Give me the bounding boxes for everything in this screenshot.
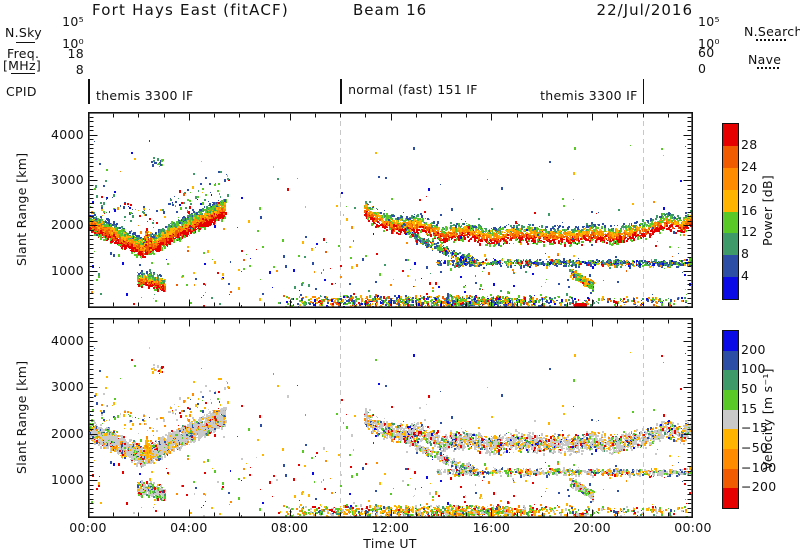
power-colorbar-segment-0 xyxy=(723,124,738,146)
velocity-colorbar-segment-8 xyxy=(723,488,738,509)
beam-label: Beam 16 xyxy=(353,1,428,19)
power-colorbar-label: Power [dB] xyxy=(760,174,775,247)
cpid-boundary-bar-1 xyxy=(340,79,342,104)
power-cbar-tick-16: 16 xyxy=(741,202,758,218)
power-colorbar-segment-2 xyxy=(723,167,738,190)
velocity-colorbar-segment-7 xyxy=(723,468,738,489)
power-colorbar-segment-4 xyxy=(723,211,738,234)
power-cbar-tick-4: 4 xyxy=(741,268,750,284)
freq-right-tick-bottom: 0 xyxy=(698,61,707,76)
velocity-panel-canvas xyxy=(88,318,693,518)
time-tick-0: 00:00 xyxy=(69,520,107,535)
cpid-segment-0: themis 3300 IF xyxy=(96,88,194,103)
power-colorbar-segment-7 xyxy=(723,277,738,299)
time-tick-1: 04:00 xyxy=(170,520,208,535)
velocity-colorbar-segment-2 xyxy=(723,370,738,391)
velocity-cbar-tick-5: −50 xyxy=(741,440,769,455)
velocity-cbar-tick-2: 50 xyxy=(741,381,758,396)
power-range-tick-2000: 2000 xyxy=(50,217,84,233)
time-tick-2: 08:00 xyxy=(270,520,309,535)
nave-label: Nave xyxy=(748,52,782,67)
velocity-colorbar-segment-1 xyxy=(723,350,738,371)
freq-solid-line-key xyxy=(11,73,35,74)
velocity-colorbar-segment-0 xyxy=(723,331,738,351)
power-range-tick-4000: 4000 xyxy=(50,126,84,142)
cpid-label: CPID xyxy=(6,84,37,99)
power-cbar-tick-8: 8 xyxy=(741,246,750,262)
velocity-cbar-tick-4: −15 xyxy=(741,420,769,436)
power-colorbar-segment-1 xyxy=(723,145,738,168)
power-colorbar-segment-3 xyxy=(723,189,738,212)
velocity-cbar-tick-3: 15 xyxy=(741,400,758,416)
time-tick-6: 00:00 xyxy=(674,520,712,535)
power-range-tick-3000: 3000 xyxy=(50,172,84,188)
velocity-range-axis-label: Slant Range [km] xyxy=(14,360,29,475)
freq-tick-top: 18 xyxy=(67,46,84,61)
power-cbar-tick-24: 24 xyxy=(741,158,758,174)
power-range-axis-label: Slant Range [km] xyxy=(14,152,29,267)
velocity-colorbar xyxy=(722,330,739,509)
velocity-cbar-tick-7: −200 xyxy=(741,479,777,495)
freq-tick-bottom: 8 xyxy=(75,62,84,77)
power-colorbar-segment-6 xyxy=(723,255,738,278)
time-axis-title: Time UT xyxy=(363,536,417,551)
cpid-boundary-bar-0 xyxy=(88,79,90,104)
cpid-segment-2: themis 3300 IF xyxy=(540,88,638,103)
page-title: Fort Hays East (fitACF) xyxy=(92,1,289,19)
power-panel-canvas xyxy=(88,112,693,308)
velocity-cbar-tick-1: 100 xyxy=(741,361,766,377)
nsky-right-tick-top: 10⁵ xyxy=(698,14,720,29)
vel-range-tick-3000: 3000 xyxy=(50,379,84,395)
nsearch-label: N.Search xyxy=(744,24,800,39)
nsky-right-tick-bottom: 10⁰ xyxy=(698,36,720,51)
nsearch-dotted-line-key xyxy=(756,39,786,41)
cpid-segment-1: normal (fast) 151 IF xyxy=(348,82,478,97)
date-label: 22/Jul/2016 xyxy=(596,1,693,19)
freq-axis-label-2: [MHz] xyxy=(3,58,41,73)
power-cbar-tick-12: 12 xyxy=(741,224,758,240)
power-cbar-tick-20: 20 xyxy=(741,180,758,196)
power-colorbar xyxy=(722,123,739,300)
nsky-tick-top: 10⁵ xyxy=(62,14,84,29)
freq-panel-canvas xyxy=(88,54,693,77)
velocity-colorbar-segment-4 xyxy=(723,409,738,430)
freq-right-tick-top: 60 xyxy=(698,45,715,60)
power-cbar-tick-28: 28 xyxy=(741,136,758,152)
vel-range-tick-4000: 4000 xyxy=(50,333,84,349)
nave-dotted-line-key xyxy=(757,67,779,69)
nsky-axis-label: N.Sky xyxy=(5,25,42,40)
freq-axis-label-1: Freq. xyxy=(7,46,40,61)
velocity-cbar-tick-0: 200 xyxy=(741,341,766,357)
vel-range-tick-2000: 2000 xyxy=(50,425,84,441)
time-tick-3: 12:00 xyxy=(371,520,410,535)
nsky-panel-canvas xyxy=(88,22,693,48)
velocity-colorbar-segment-5 xyxy=(723,429,738,450)
power-colorbar-segment-5 xyxy=(723,233,738,256)
velocity-cbar-tick-6: −100 xyxy=(741,459,777,475)
velocity-colorbar-segment-6 xyxy=(723,449,738,469)
cpid-boundary-bar-2 xyxy=(642,79,645,104)
time-tick-5: 20:00 xyxy=(573,520,611,535)
nsky-tick-bottom: 10⁰ xyxy=(62,36,84,51)
vel-range-tick-1000: 1000 xyxy=(50,472,84,488)
nsky-solid-line-key xyxy=(16,42,35,43)
velocity-colorbar-segment-3 xyxy=(723,390,738,410)
time-tick-4: 16:00 xyxy=(472,520,511,535)
power-range-tick-1000: 1000 xyxy=(50,262,84,278)
